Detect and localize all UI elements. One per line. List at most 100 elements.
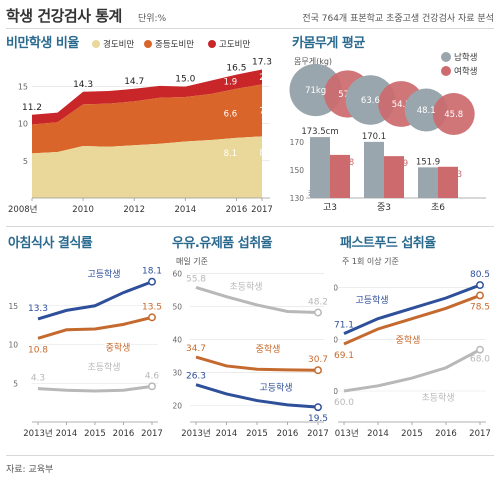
weight-label-boys: 63.6: [361, 96, 380, 106]
dairy-end-point: [314, 366, 322, 375]
weight-y-tick: 170: [290, 138, 305, 147]
breakfast-series-line: [37, 280, 153, 321]
fastfood-series-name: 고등학생: [355, 295, 388, 306]
weight-label-girls: 45.8: [444, 110, 463, 120]
fastfood-subtitle: 주 1회 이상 기준: [342, 257, 399, 266]
dairy-series-line: [195, 355, 319, 372]
breakfast-end-label: 13.5: [142, 302, 162, 312]
weight-y-tick: 150: [290, 166, 305, 175]
obesity-segment-label: 8.1: [224, 149, 238, 159]
top-divider: [6, 28, 494, 29]
dairy-start-label: 26.3: [186, 372, 206, 382]
dairy-series-name: 중학생: [256, 344, 281, 355]
breakfast-x-tick-label: 2013년: [23, 428, 52, 439]
obesity-y-tick: 15: [18, 83, 28, 92]
fastfood-chart-title: 패스트푸드 섭취율: [340, 236, 436, 251]
obesity-segment-label: 7.0: [259, 106, 273, 116]
fastfood-end-point: [476, 281, 484, 290]
obesity-y-tick: 10: [18, 120, 28, 129]
obesity-segment-label: 8.3: [259, 148, 273, 158]
weight-legend-label: 남학생: [454, 52, 477, 63]
obesity-x-tick-label: 2014: [175, 205, 197, 215]
breakfast-end-label: 18.1: [142, 267, 162, 277]
dairy-x-tick-label: 2014: [216, 429, 238, 439]
fastfood-x-tick-label: 2016: [435, 429, 457, 439]
fastfood-end-label: 80.5: [470, 270, 490, 280]
obesity-legend-label: 중등도비만: [155, 40, 194, 50]
breakfast-end-point: [148, 277, 156, 286]
dairy-end-label: 30.7: [308, 355, 328, 365]
weight-chart-title: 카몸무게 평균: [292, 36, 365, 51]
breakfast-x-tick-label: 2015: [84, 429, 106, 439]
breakfast-line-chart: 5 10 15 2013년 2014 2015 2016 2017 13.3 18.1 고등학생 10…: [8, 267, 163, 439]
page-title: 학생 건강검사 통계: [6, 7, 122, 25]
height-label-boys: 170.1: [362, 132, 386, 142]
fastfood-series-line: [343, 283, 481, 336]
breakfast-chart-title: 아침식사 결식률: [8, 236, 93, 251]
fastfood-series-name: 초등학생: [421, 392, 454, 403]
dairy-series-name: 초등학생: [229, 281, 262, 292]
obesity-total-label: 14.3: [73, 80, 93, 90]
obesity-x-tick-label: 2010: [72, 205, 94, 215]
dairy-end-point: [314, 308, 322, 317]
dairy-chart-title: 우유.유제품 섭취율: [172, 236, 273, 251]
obesity-x-tick-label: 2017: [251, 205, 273, 215]
fastfood-x-tick-label: 2015: [401, 429, 423, 439]
breakfast-series-name: 초등학생: [87, 362, 120, 373]
weight-bar-chart: 남학생여학생71kg57.863.654.548.145.8130150170키…: [289, 52, 486, 213]
breakfast-y-tick: 15: [8, 302, 18, 311]
dairy-y-tick: 30: [172, 369, 182, 378]
dairy-y-tick: 20: [172, 402, 182, 411]
unit-label: 단위:%: [138, 14, 167, 24]
dairy-x-tick-label: 2016: [277, 429, 299, 439]
weight-label-boys: 71kg: [305, 86, 326, 96]
fastfood-x-tick-label: 2013년: [334, 428, 359, 439]
dairy-series-name: 고등학생: [259, 382, 292, 393]
breakfast-series-line: [37, 384, 153, 393]
weight-legend-dot: [441, 66, 451, 76]
obesity-segment-label: 2.0: [259, 73, 273, 83]
dairy-end-label: 19.5: [308, 414, 328, 424]
weight-axis-label: 몸무게(kg): [294, 57, 333, 66]
dairy-series-line: [195, 383, 319, 409]
weight-category-label: 중3: [377, 202, 391, 213]
obesity-total-label: 16.5: [226, 63, 246, 73]
fastfood-x-tick-label: 2017: [469, 429, 491, 439]
obesity-legend-dot: [208, 40, 216, 48]
fastfood-end-point: [476, 345, 484, 354]
breakfast-y-tick: 5: [13, 379, 18, 388]
obesity-chart-title: 비만학생 비율: [6, 36, 79, 51]
dairy-end-point: [314, 403, 322, 412]
height-bar-boys: [364, 141, 384, 198]
dairy-x-tick-label: 2015: [246, 429, 268, 439]
dairy-subtitle: 매일 기준: [176, 257, 208, 266]
height-label-girls: 160.8: [330, 158, 354, 168]
fastfood-end-label: 68.0: [470, 355, 490, 365]
breakfast-start-label: 10.8: [28, 345, 48, 355]
breakfast-series-name: 고등학생: [87, 269, 120, 280]
bottom-divider: [6, 455, 494, 456]
height-label-boys: 151.9: [416, 157, 440, 167]
breakfast-x-tick-label: 2017: [141, 429, 163, 439]
height-label-boys: 173.5cm: [301, 127, 338, 137]
breakfast-end-label: 4.6: [145, 371, 160, 381]
footer-source: 자료: 교육부: [6, 465, 54, 475]
weight-label-girls: 54.5: [392, 100, 411, 110]
obesity-segment-label: 6.6: [224, 109, 238, 119]
height-bar-girls: [330, 154, 350, 198]
weight-category-label: 고3: [323, 203, 337, 213]
fastfood-end-point: [476, 291, 484, 300]
dairy-line-chart: 20 30 40 50 60 2013년 2014 2015 2016 2017 55.8 48.2 초…: [172, 270, 328, 439]
dairy-start-label: 34.7: [186, 344, 206, 354]
obesity-x-tick-label: 2016: [226, 205, 248, 215]
obesity-total-label: 15.0: [175, 75, 195, 85]
dairy-y-tick: 40: [172, 336, 182, 345]
weight-label-boys: 48.1: [417, 106, 436, 116]
fastfood-series-line: [343, 294, 481, 346]
dairy-end-label: 48.2: [308, 298, 328, 308]
obesity-high-area: [32, 69, 262, 125]
fastfood-y-tick: 80: [334, 284, 338, 293]
dairy-x-tick-label: 2013년: [181, 428, 210, 439]
height-bar-girls: [438, 166, 458, 198]
obesity-x-tick-label: 2012: [123, 205, 145, 215]
